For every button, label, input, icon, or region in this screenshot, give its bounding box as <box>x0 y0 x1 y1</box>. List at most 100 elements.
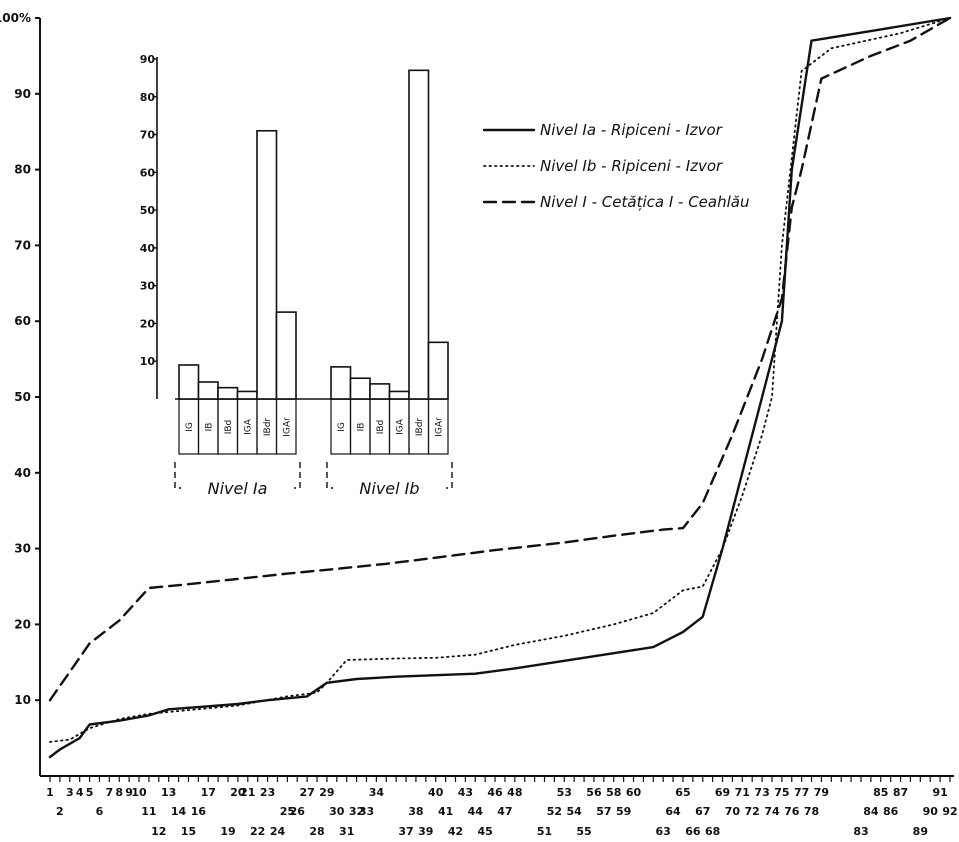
x-tick-label: 69 <box>715 786 730 799</box>
inset-category-cell <box>427 398 449 455</box>
inset-category-label: IB <box>356 423 366 432</box>
x-tick-label: 1 <box>46 786 54 799</box>
x-tick-label: 79 <box>814 786 829 799</box>
legend-label: Nivel I - Cetățica I - Ceahlău <box>540 193 749 211</box>
x-tick-label: 16 <box>191 805 207 818</box>
x-tick-label: 32 <box>349 805 364 818</box>
inset-category-label: IBdr <box>263 418 273 437</box>
inset-bar <box>217 386 239 400</box>
x-tick-label: 13 <box>161 786 176 799</box>
series-line-dotted <box>49 17 951 743</box>
y-tick-label: 80 <box>14 163 31 177</box>
x-tick-label: 53 <box>557 786 572 799</box>
x-tick-label: 76 <box>784 805 800 818</box>
x-tick-label: 60 <box>626 786 642 799</box>
x-tick-label: 38 <box>408 805 423 818</box>
x-tick-label: 58 <box>606 786 621 799</box>
x-tick-label: 19 <box>220 825 235 838</box>
x-tick-label: 27 <box>299 786 314 799</box>
series-line-solid <box>48 16 952 759</box>
x-tick-label: 12 <box>151 825 166 838</box>
inset-category-label: IGA <box>243 418 253 435</box>
x-tick-label: 20 <box>230 786 246 799</box>
x-tick-label: 78 <box>804 805 819 818</box>
x-tick-label: 30 <box>329 805 345 818</box>
inset-y-tick-label: 20 <box>140 317 156 330</box>
x-tick-label: 25 <box>280 805 295 818</box>
x-tick-label: 73 <box>754 786 769 799</box>
x-tick-label: 7 <box>106 786 114 799</box>
x-tick-label: 92 <box>942 805 957 818</box>
x-tick-label: 89 <box>913 825 928 838</box>
x-tick-label: 41 <box>438 805 453 818</box>
x-tick-label: 65 <box>675 786 690 799</box>
inset-group-label: Nivel Ia <box>208 479 268 498</box>
inset-y-tick-label: 40 <box>140 242 156 255</box>
x-tick-label: 23 <box>260 786 275 799</box>
x-tick-label: 66 <box>685 825 701 838</box>
x-tick-label: 87 <box>893 786 908 799</box>
inset-bar <box>178 364 200 400</box>
x-tick-label: 29 <box>319 786 334 799</box>
x-tick-label: 37 <box>398 825 413 838</box>
x-tick-label: 52 <box>547 805 562 818</box>
inset-bar <box>330 366 352 400</box>
x-tick-label: 85 <box>873 786 888 799</box>
x-tick-label: 28 <box>309 825 324 838</box>
x-tick-label: 67 <box>695 805 710 818</box>
inset-category-cell <box>275 398 297 455</box>
inset-bar <box>388 390 410 400</box>
main-legend: Nivel Ia - Ripiceni - Izvor Nivel Ib - Ri… <box>482 121 749 211</box>
x-tick-label: 8 <box>115 786 123 799</box>
x-tick-label: 33 <box>359 805 374 818</box>
inset-bar <box>349 377 371 400</box>
x-tick-label: 31 <box>339 825 354 838</box>
x-tick-label: 42 <box>448 825 463 838</box>
y-tick-label: 100% <box>0 11 31 25</box>
x-tick-label: 14 <box>171 805 187 818</box>
x-tick-label: 59 <box>616 805 631 818</box>
x-tick-label: 56 <box>586 786 602 799</box>
inset-group-label: Nivel Ib <box>359 479 419 498</box>
x-tick-label: 26 <box>290 805 306 818</box>
x-tick-label: 55 <box>576 825 591 838</box>
x-tick-label: 51 <box>537 825 552 838</box>
x-tick-label: 40 <box>428 786 444 799</box>
x-tick-label: 63 <box>656 825 671 838</box>
x-tick-label: 4 <box>76 786 84 799</box>
inset-group-bracket <box>294 462 301 489</box>
x-tick-label: 91 <box>932 786 947 799</box>
x-tick-label: 5 <box>86 786 94 799</box>
inset-category-label: IG <box>185 422 195 432</box>
x-tick-label: 86 <box>883 805 899 818</box>
x-tick-label: 71 <box>735 786 750 799</box>
x-tick-label: 70 <box>725 805 741 818</box>
x-tick-label: 64 <box>665 805 681 818</box>
inset-group-bracket <box>326 462 333 489</box>
inset-bar <box>408 69 430 400</box>
x-tick-label: 9 <box>125 786 133 799</box>
x-tick-label: 43 <box>458 786 473 799</box>
x-tick-label: 39 <box>418 825 433 838</box>
inset-y-tick-label: 30 <box>140 280 156 293</box>
inset-bar <box>369 383 391 400</box>
inset-category-label: IBdr <box>415 418 425 437</box>
inset-category-label: IGA <box>395 418 405 435</box>
inset-category-label: IGAr <box>282 417 292 437</box>
x-tick-label: 24 <box>270 825 286 838</box>
y-tick-label: 70 <box>14 238 31 252</box>
x-tick-label: 74 <box>764 805 780 818</box>
inset-category-label: IB <box>204 423 214 432</box>
x-tick-label: 6 <box>96 805 104 818</box>
inset-bar <box>236 390 258 400</box>
x-tick-label: 17 <box>201 786 216 799</box>
inset-group-bracket <box>174 462 181 489</box>
inset-y-tick-label: 90 <box>140 53 156 66</box>
y-tick-label: 10 <box>14 693 31 707</box>
x-tick-label: 72 <box>745 805 760 818</box>
y-tick-label: 90 <box>14 87 31 101</box>
x-tick-label: 77 <box>794 786 809 799</box>
x-tick-label: 22 <box>250 825 265 838</box>
x-tick-label: 57 <box>596 805 611 818</box>
inset-y-tick-label: 60 <box>140 166 156 179</box>
